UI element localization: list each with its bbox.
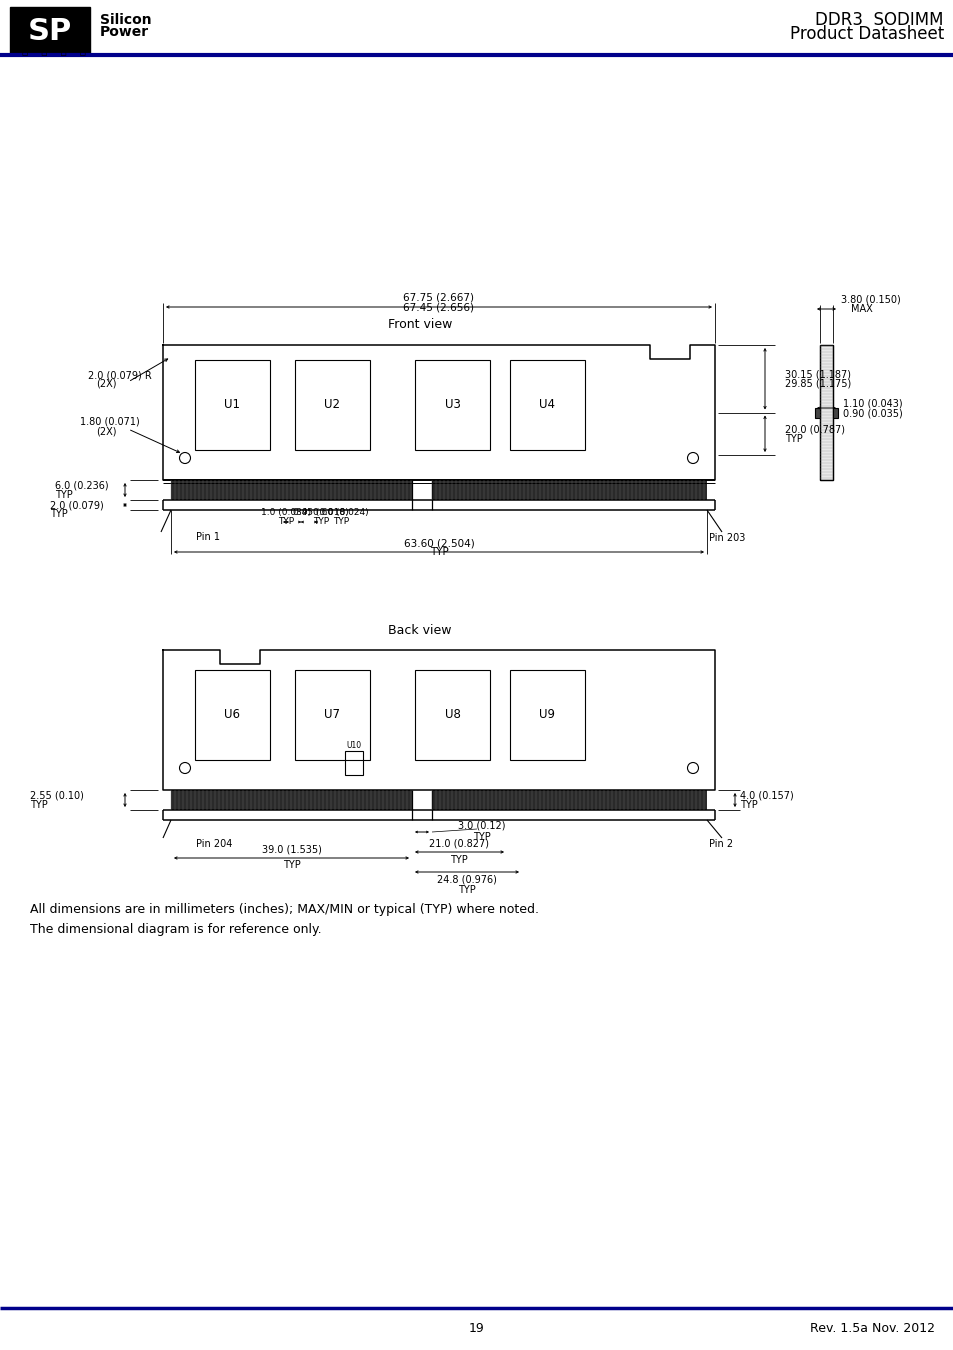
Text: 1.0 (0.039): 1.0 (0.039)	[261, 509, 311, 517]
Text: (2X): (2X)	[96, 427, 116, 436]
Text: TYP: TYP	[30, 801, 48, 810]
Text: Product Datasheet: Product Datasheet	[789, 26, 943, 43]
Text: U4: U4	[539, 398, 555, 412]
Text: Pin 204: Pin 204	[195, 838, 233, 849]
Text: 廣    頻    電    通: 廣 頻 電 通	[22, 45, 86, 55]
Text: TYP: TYP	[740, 801, 757, 810]
Text: 24.8 (0.976): 24.8 (0.976)	[436, 875, 497, 886]
Text: DDR3  SODIMM: DDR3 SODIMM	[815, 11, 943, 28]
Text: 1.80 (0.071): 1.80 (0.071)	[80, 417, 139, 427]
Text: 2.55 (0.10): 2.55 (0.10)	[30, 791, 84, 801]
Text: All dimensions are in millimeters (inches); MAX/MIN or typical (TYP) where noted: All dimensions are in millimeters (inche…	[30, 903, 538, 917]
Text: U3: U3	[444, 398, 460, 412]
Text: 4.0 (0.157): 4.0 (0.157)	[740, 791, 793, 801]
Text: The dimensional diagram is for reference only.: The dimensional diagram is for reference…	[30, 923, 321, 937]
Text: 67.75 (2.667): 67.75 (2.667)	[403, 292, 474, 302]
Text: (2X): (2X)	[96, 379, 116, 389]
Bar	[820, 346, 832, 481]
Text: 1.10 (0.043): 1.10 (0.043)	[842, 398, 902, 408]
Bar	[10, 7, 90, 55]
Text: Pin 2: Pin 2	[708, 838, 732, 849]
Text: 19: 19	[469, 1322, 484, 1335]
Text: TYP: TYP	[457, 886, 476, 895]
Text: Pin 1: Pin 1	[195, 532, 220, 541]
Text: 67.45 (2.656): 67.45 (2.656)	[403, 302, 474, 312]
Bar	[415, 670, 490, 760]
Text: U7: U7	[324, 709, 340, 721]
Text: TYP: TYP	[450, 855, 467, 865]
Text: U9: U9	[539, 709, 555, 721]
Bar	[814, 408, 820, 418]
Text: TYP: TYP	[429, 547, 448, 558]
Text: 3.80 (0.150): 3.80 (0.150)	[841, 294, 901, 304]
Text: TYP: TYP	[50, 509, 68, 518]
Text: 20.0 (0.787): 20.0 (0.787)	[784, 425, 844, 435]
Text: Front view: Front view	[388, 319, 452, 332]
Text: 29.85 (1.175): 29.85 (1.175)	[784, 379, 850, 389]
Text: Pin 203: Pin 203	[708, 533, 744, 543]
Bar	[412, 481, 432, 510]
Text: 3.0 (0.12): 3.0 (0.12)	[457, 821, 505, 832]
Text: Rev. 1.5a Nov. 2012: Rev. 1.5a Nov. 2012	[809, 1322, 934, 1335]
Bar	[294, 360, 370, 450]
Text: 30.15 (1.187): 30.15 (1.187)	[784, 370, 850, 379]
Bar	[415, 360, 490, 450]
Bar	[294, 670, 370, 760]
Bar	[832, 408, 837, 418]
Text: TYP: TYP	[55, 490, 72, 500]
Text: 2.0 (0.079): 2.0 (0.079)	[50, 500, 104, 510]
Text: SP: SP	[28, 16, 72, 46]
Bar	[432, 790, 706, 810]
Text: U6: U6	[224, 709, 240, 721]
Text: Silicon: Silicon	[100, 14, 152, 27]
Text: 0.60 (0.024): 0.60 (0.024)	[313, 509, 369, 517]
Bar	[171, 481, 412, 500]
Text: TYP: TYP	[282, 860, 300, 869]
Text: MAX: MAX	[851, 304, 872, 315]
Text: U10: U10	[346, 741, 361, 749]
Text: 21.0 (0.827): 21.0 (0.827)	[429, 838, 489, 849]
Text: TYP: TYP	[784, 433, 801, 444]
Text: 2.0 (0.079) R: 2.0 (0.079) R	[88, 370, 152, 379]
Bar	[345, 751, 363, 775]
Text: TYP: TYP	[333, 517, 349, 526]
Text: 39.0 (1.535): 39.0 (1.535)	[261, 845, 321, 855]
Text: TYP: TYP	[313, 517, 329, 526]
Text: Power: Power	[100, 26, 149, 39]
Bar	[171, 790, 412, 810]
Bar	[194, 670, 270, 760]
Text: U8: U8	[444, 709, 460, 721]
Text: U1: U1	[224, 398, 240, 412]
Text: 0.90 (0.035): 0.90 (0.035)	[842, 408, 902, 418]
Bar	[820, 346, 832, 481]
Text: 0.45 (0.018): 0.45 (0.018)	[293, 509, 349, 517]
Text: 63.60 (2.504): 63.60 (2.504)	[403, 539, 474, 548]
Bar	[432, 481, 706, 500]
Text: 6.0 (0.236): 6.0 (0.236)	[55, 481, 109, 491]
Text: Back view: Back view	[388, 624, 452, 636]
Bar	[510, 360, 584, 450]
Text: U2: U2	[324, 398, 340, 412]
Text: TYP: TYP	[473, 832, 491, 842]
Bar	[412, 790, 432, 819]
Bar	[510, 670, 584, 760]
Text: TYP: TYP	[277, 517, 294, 526]
Bar	[194, 360, 270, 450]
